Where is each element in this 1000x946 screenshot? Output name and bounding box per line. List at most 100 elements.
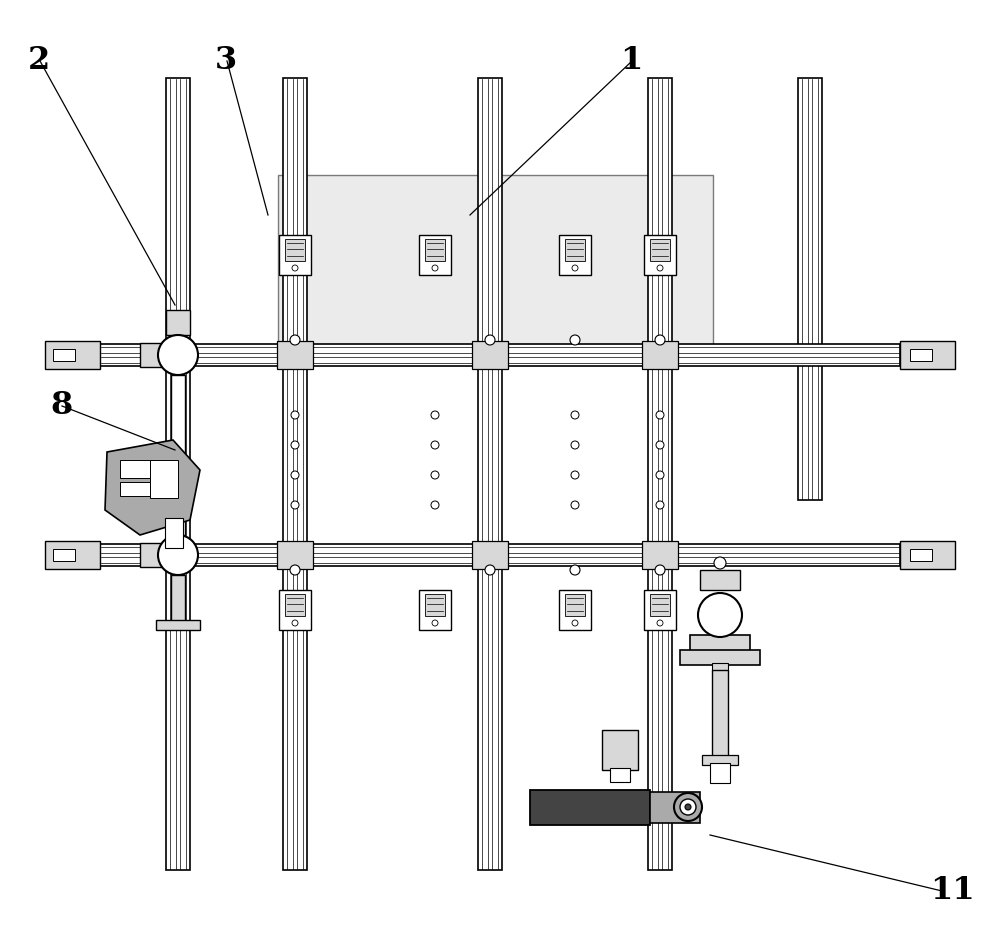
Bar (140, 343, 178, 367)
Bar (279, 235, 311, 275)
Circle shape (685, 804, 691, 810)
Circle shape (431, 471, 439, 479)
Circle shape (292, 620, 298, 626)
Circle shape (570, 335, 580, 345)
Bar (910, 349, 932, 361)
Bar (478, 78, 502, 870)
Bar (419, 590, 451, 630)
Bar (472, 541, 508, 569)
Circle shape (290, 565, 300, 575)
Bar (610, 768, 630, 782)
Bar (910, 549, 932, 561)
Bar (425, 594, 445, 616)
Circle shape (291, 441, 299, 449)
Circle shape (656, 441, 664, 449)
Bar (120, 482, 150, 496)
Circle shape (698, 593, 742, 637)
Text: 3: 3 (215, 45, 237, 76)
Bar (45, 541, 100, 569)
Bar (419, 235, 451, 275)
Bar (171, 575, 185, 625)
Circle shape (655, 335, 665, 345)
Bar (559, 235, 591, 275)
Circle shape (570, 565, 580, 575)
Bar (171, 375, 185, 535)
Bar (45, 341, 100, 369)
Bar (690, 635, 750, 653)
Circle shape (714, 557, 726, 569)
Bar (702, 755, 738, 765)
Bar (680, 650, 760, 665)
Circle shape (572, 265, 578, 271)
Bar (100, 544, 900, 566)
Bar (472, 341, 508, 369)
Circle shape (571, 441, 579, 449)
Bar (279, 590, 311, 630)
Circle shape (656, 411, 664, 419)
Bar (650, 792, 700, 823)
Bar (283, 78, 307, 870)
Bar (53, 349, 75, 361)
Bar (565, 594, 585, 616)
Bar (642, 341, 678, 369)
Bar (165, 518, 183, 548)
Bar (712, 663, 728, 671)
Circle shape (431, 411, 439, 419)
Bar (166, 78, 190, 870)
Bar (650, 594, 670, 616)
Bar (285, 594, 305, 616)
Circle shape (292, 265, 298, 271)
Circle shape (291, 471, 299, 479)
Circle shape (657, 620, 663, 626)
Circle shape (674, 793, 702, 821)
Bar (53, 549, 75, 561)
Bar (277, 541, 313, 569)
Text: 8: 8 (50, 390, 72, 421)
Circle shape (655, 565, 665, 575)
Circle shape (291, 411, 299, 419)
Bar (277, 341, 313, 369)
Text: 1: 1 (620, 45, 642, 76)
Bar (120, 460, 150, 478)
Bar (530, 790, 650, 825)
Bar (900, 541, 955, 569)
Circle shape (432, 620, 438, 626)
Bar (166, 310, 190, 335)
Bar (650, 239, 670, 261)
Bar (156, 620, 200, 630)
Bar (642, 541, 678, 569)
Bar (602, 730, 638, 770)
Circle shape (431, 441, 439, 449)
Bar (565, 239, 585, 261)
Bar (285, 239, 305, 261)
Circle shape (571, 411, 579, 419)
Text: 11: 11 (930, 875, 975, 906)
Bar (644, 590, 676, 630)
Bar (278, 175, 713, 360)
Circle shape (432, 265, 438, 271)
Bar (710, 763, 730, 783)
Text: 2: 2 (28, 45, 50, 76)
Bar (798, 78, 822, 500)
Bar (712, 670, 728, 760)
Circle shape (680, 799, 696, 815)
Circle shape (158, 335, 198, 375)
Bar (425, 239, 445, 261)
Bar (644, 235, 676, 275)
Bar (900, 341, 955, 369)
Bar (140, 543, 178, 567)
Bar (700, 570, 740, 590)
Circle shape (656, 471, 664, 479)
Circle shape (656, 501, 664, 509)
Circle shape (291, 501, 299, 509)
Bar (100, 344, 900, 366)
Circle shape (485, 335, 495, 345)
Bar (648, 78, 672, 870)
Bar (150, 460, 178, 498)
Circle shape (657, 265, 663, 271)
Circle shape (571, 471, 579, 479)
Circle shape (485, 565, 495, 575)
Circle shape (572, 620, 578, 626)
Circle shape (431, 501, 439, 509)
Circle shape (571, 501, 579, 509)
